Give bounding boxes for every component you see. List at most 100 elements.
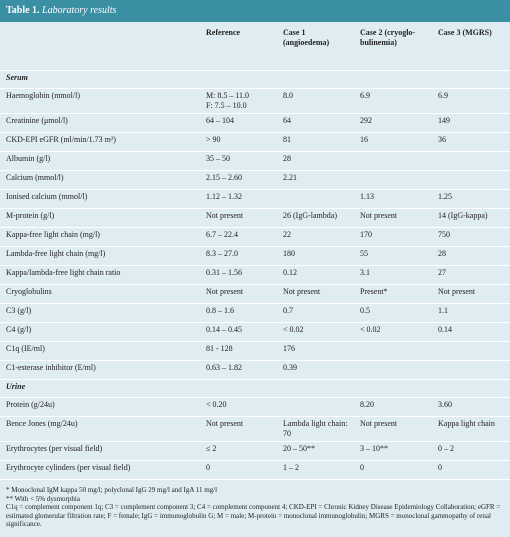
empty-cell — [432, 151, 510, 171]
footnote: ** With < 5% dysmorphia — [6, 494, 80, 503]
cell: 2.15 – 2.60 — [200, 170, 277, 190]
row-label: C1q (IE/ml) — [0, 341, 200, 361]
cell: 36 — [432, 132, 510, 152]
header-cell: Case 2 (cryoglo-bulinemia) — [354, 22, 432, 71]
cell: 0.5 — [354, 303, 432, 323]
footnote: * Monoclonal IgM kappa 50 mg/l; polyclon… — [6, 486, 218, 494]
cell: 6.9 — [354, 88, 432, 114]
empty-cell — [277, 189, 354, 209]
cell: 16 — [354, 132, 432, 152]
title-label: Table 1. — [6, 5, 40, 16]
cell: 1.1 — [432, 303, 510, 323]
cell: < 0.02 — [277, 322, 354, 342]
cell: 3.60 — [432, 397, 510, 417]
header-cell — [0, 22, 200, 71]
cell: 0.63 – 1.82 — [200, 360, 277, 380]
cell: 8.0 — [277, 88, 354, 114]
row-label: Erythrocytes (per visual field) — [0, 441, 200, 461]
cell: 0.7 — [277, 303, 354, 323]
data-row: C1q (IE/ml) 81 - 128 176 — [0, 341, 510, 361]
row-label: Calcium (mmol/l) — [0, 170, 200, 190]
section-row: Serum — [0, 70, 510, 89]
results-table: Reference Case 1 (angioedema) Case 2 (cryo… — [0, 22, 510, 480]
row-label: CKD-EPI eGFR (ml/min/1.73 m²) — [0, 132, 200, 152]
cell: < 0.20 — [200, 397, 277, 417]
cell: ≤ 2 — [200, 441, 277, 461]
cell: 2.21 — [277, 170, 354, 190]
cell: 26 (IgG-lambda) — [277, 208, 354, 228]
cell: 64 — [277, 113, 354, 133]
data-row: M-protein (g/l) Not present 26 (IgG-lambda… — [0, 208, 510, 228]
cell: Present* — [354, 284, 432, 304]
section-row: Urine — [0, 379, 510, 398]
data-row: Erythrocyte cylinders (per visual field)… — [0, 460, 510, 480]
row-label: Kappa-free light chain (mg/l) — [0, 227, 200, 247]
header-cell: Case 3 (MGRS) — [432, 22, 510, 71]
cell: 170 — [354, 227, 432, 247]
row-label: M-protein (g/l) — [0, 208, 200, 228]
cell: Kappa light chain — [432, 416, 510, 442]
cell: 55 — [354, 246, 432, 266]
row-label: Haemoglobin (mmol/l) — [0, 88, 200, 114]
empty-cell — [354, 360, 432, 380]
cell: 64 – 104 — [200, 113, 277, 133]
cell: 0 – 2 — [432, 441, 510, 461]
row-label: Lambda-free light chain (mg/l) — [0, 246, 200, 266]
cell: 0 — [354, 460, 432, 480]
cell: 27 — [432, 265, 510, 285]
cell: 81 — [277, 132, 354, 152]
cell: < 0.02 — [354, 322, 432, 342]
cell: 180 — [277, 246, 354, 266]
row-label: Ionised calcium (mmol/l) — [0, 189, 200, 209]
row-label: Albumin (g/l) — [0, 151, 200, 171]
section-name: Serum — [0, 70, 510, 89]
cell: 28 — [277, 151, 354, 171]
data-row: Bence Jones (mg/24u) Not present Lambda li… — [0, 416, 510, 442]
cell: 0 — [432, 460, 510, 480]
cell: 14 (IgG-kappa) — [432, 208, 510, 228]
cell: 3 – 10** — [354, 441, 432, 461]
empty-cell — [277, 397, 354, 417]
empty-cell — [354, 170, 432, 190]
section-name: Urine — [0, 379, 510, 398]
title-text: Laboratory results — [42, 5, 117, 16]
data-row: Kappa-free light chain (mg/l) 6.7 – 22.4 2… — [0, 227, 510, 247]
header-cell: Case 1 (angioedema) — [277, 22, 354, 71]
cell: Not present — [354, 208, 432, 228]
row-label: Cryoglobulins — [0, 284, 200, 304]
data-row: Lambda-free light chain (mg/l) 8.3 – 27.0… — [0, 246, 510, 266]
cell: Not present — [354, 416, 432, 442]
cell: 0.8 – 1.6 — [200, 303, 277, 323]
row-label: Erythrocyte cylinders (per visual field) — [0, 460, 200, 480]
cell: Not present — [200, 284, 277, 304]
data-row: C4 (g/l) 0.14 – 0.45 < 0.02 < 0.02 0.14 — [0, 322, 510, 342]
data-row: Cryoglobulins Not present Not present Prese… — [0, 284, 510, 304]
cell: Not present — [277, 284, 354, 304]
cell: 0.31 – 1.56 — [200, 265, 277, 285]
cell: 20 – 50** — [277, 441, 354, 461]
footnote: C1q = complement component 1q; C3 = comp… — [6, 503, 501, 528]
cell: 0.12 — [277, 265, 354, 285]
row-label: Bence Jones (mg/24u) — [0, 416, 200, 442]
cell: > 90 — [200, 132, 277, 152]
cell: 0.14 — [432, 322, 510, 342]
cell: 35 – 50 — [200, 151, 277, 171]
data-row: Creatinine (μmol/l) 64 – 104 64 292 149 — [0, 113, 510, 133]
cell: 1.25 — [432, 189, 510, 209]
cell: 28 — [432, 246, 510, 266]
cell: 292 — [354, 113, 432, 133]
cell: 81 - 128 — [200, 341, 277, 361]
data-row: CKD-EPI eGFR (ml/min/1.73 m²) > 90 81 16 36 — [0, 132, 510, 152]
cell: 750 — [432, 227, 510, 247]
footnotes: * Monoclonal IgM kappa 50 mg/l; polyclon… — [0, 480, 510, 529]
empty-cell — [432, 341, 510, 361]
data-row: C1-esterase inhibitor (E/ml) 0.63 – 1.82 0… — [0, 360, 510, 380]
cell: M: 8.5 – 11.0 F: 7.5 – 10.0 — [200, 88, 277, 114]
cell: Not present — [200, 416, 277, 442]
row-label: C4 (g/l) — [0, 322, 200, 342]
cell: 176 — [277, 341, 354, 361]
cell: 22 — [277, 227, 354, 247]
row-label: C1-esterase inhibitor (E/ml) — [0, 360, 200, 380]
cell: 1.12 – 1.32 — [200, 189, 277, 209]
cell: Not present — [200, 208, 277, 228]
